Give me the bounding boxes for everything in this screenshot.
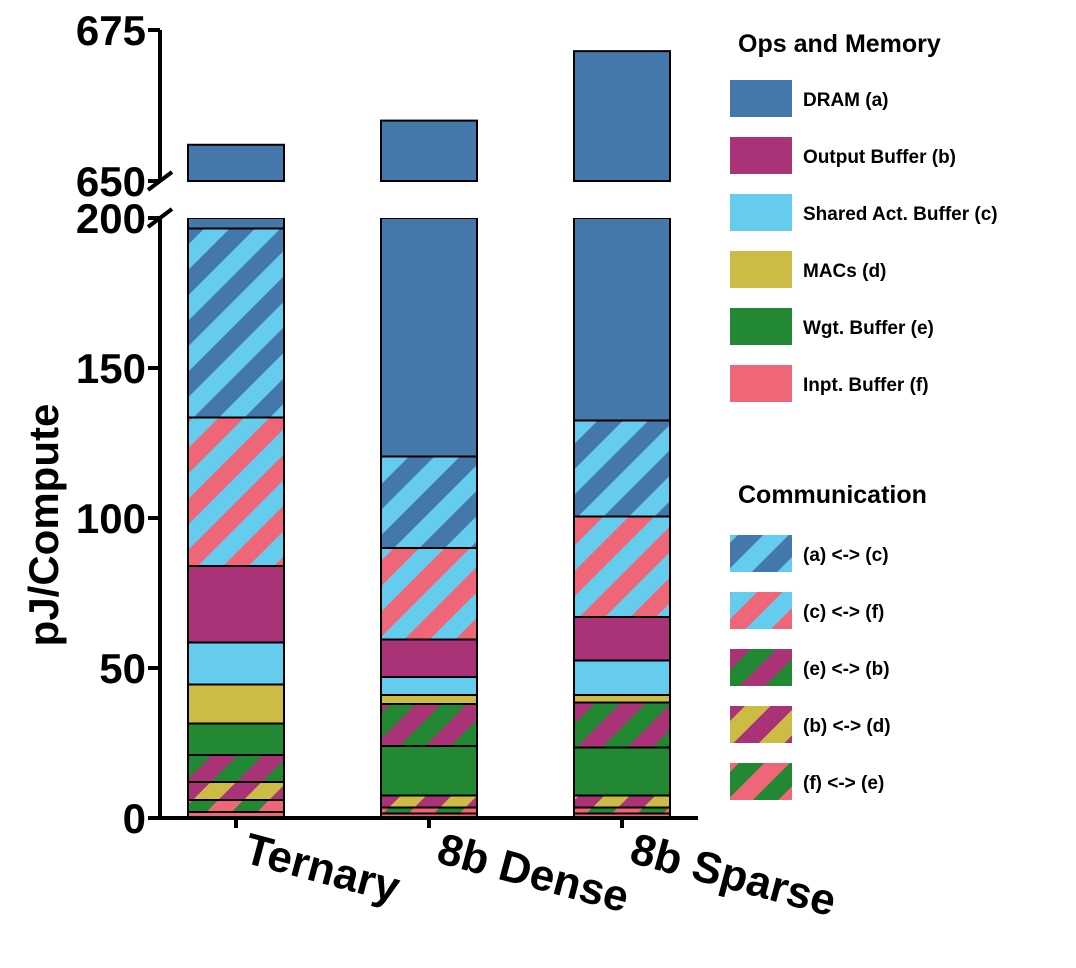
legend-label: (e) <-> (b) bbox=[803, 659, 890, 680]
bar-segment-8b-dense-a bbox=[380, 217, 478, 458]
bar-segment-8b-dense-cf bbox=[380, 547, 478, 641]
bar-segment-8b-sparse-e bbox=[573, 746, 671, 797]
y-tick-label: 650 bbox=[76, 158, 146, 205]
legend-swatch bbox=[730, 535, 792, 572]
y-tick-label: 200 bbox=[76, 195, 146, 242]
bar-segment-8b-dense-bd bbox=[380, 794, 478, 809]
bar-segment-8b-dense-e bbox=[380, 745, 478, 797]
bar-segment-ternary-bd bbox=[187, 781, 285, 801]
legend-label: (f) <-> (e) bbox=[803, 773, 884, 794]
legend-swatch bbox=[730, 194, 792, 231]
bar-segment-ternary-d bbox=[187, 683, 285, 725]
bar-segment-8b-dense-ac bbox=[380, 455, 478, 549]
bar-segment-8b-sparse-cf bbox=[573, 515, 671, 618]
legend-heading: Communication bbox=[738, 481, 927, 509]
legend-swatch bbox=[730, 137, 792, 174]
legend-swatch bbox=[730, 706, 792, 743]
legend-swatch bbox=[730, 592, 792, 629]
x-tick-label: 8b Dense bbox=[432, 824, 634, 922]
legend-heading: Ops and Memory bbox=[738, 30, 941, 58]
x-tick-label: 8b Sparse bbox=[625, 824, 841, 926]
y-tick-label: 150 bbox=[76, 345, 146, 392]
bar-segment-ternary-eb bbox=[187, 754, 285, 783]
bar-segment-8b-dense-a bbox=[380, 119, 478, 182]
axis-break-gap bbox=[170, 182, 700, 218]
legend-label: Shared Act. Buffer (c) bbox=[803, 204, 998, 225]
bar-segment-ternary-cf bbox=[187, 416, 285, 567]
legend-label: DRAM (a) bbox=[803, 90, 889, 111]
legend-swatch bbox=[730, 251, 792, 288]
legend-group: Ops and Memory DRAM (a) Output Buffer (b) S… bbox=[730, 30, 998, 800]
bar-segment-8b-dense-d bbox=[380, 694, 478, 705]
bar-segment-ternary-a bbox=[187, 143, 285, 182]
legend-swatch bbox=[730, 80, 792, 117]
y-axis-label: pJ/Compute bbox=[20, 404, 67, 647]
bar-segment-8b-sparse-bd bbox=[573, 794, 671, 809]
bar-segment-8b-sparse-c bbox=[573, 659, 671, 696]
bars-group bbox=[170, 50, 700, 819]
bar-segment-ternary-e bbox=[187, 722, 285, 756]
y-tick-label: 50 bbox=[99, 645, 146, 692]
bar-segment-8b-sparse-a bbox=[573, 50, 671, 182]
bar-segment-8b-dense-c bbox=[380, 676, 478, 696]
y-tick-label: 0 bbox=[123, 795, 146, 842]
legend-swatch bbox=[730, 365, 792, 402]
bar-segment-ternary-a bbox=[187, 217, 285, 230]
bar-segment-8b-sparse-b bbox=[573, 616, 671, 662]
legend-label: (c) <-> (f) bbox=[803, 602, 884, 623]
bar-segment-8b-sparse-eb2 bbox=[573, 701, 671, 749]
bar-segment-ternary-c bbox=[187, 641, 285, 686]
bar-segment-ternary-ac bbox=[187, 227, 285, 419]
y-tick-label: 100 bbox=[76, 495, 146, 542]
x-tick-label: Ternary bbox=[239, 824, 405, 912]
legend-swatch bbox=[730, 308, 792, 345]
legend-label: MACs (d) bbox=[803, 261, 886, 282]
legend-swatch bbox=[730, 649, 792, 686]
bar-segment-8b-dense-b bbox=[380, 638, 478, 678]
legend-label: Inpt. Buffer (f) bbox=[803, 375, 929, 396]
bar-segment-8b-dense-eb2 bbox=[380, 703, 478, 747]
bar-segment-8b-sparse-d bbox=[573, 694, 671, 704]
bar-segment-8b-sparse-ac bbox=[573, 419, 671, 518]
legend-swatch bbox=[730, 763, 792, 800]
legend-label: Wgt. Buffer (e) bbox=[803, 318, 934, 339]
bar-segment-8b-sparse-a bbox=[573, 217, 671, 422]
legend-label: (a) <-> (c) bbox=[803, 545, 889, 566]
bar-segment-ternary-fe bbox=[187, 799, 285, 813]
legend-label: (b) <-> (d) bbox=[803, 716, 891, 737]
bar-segment-ternary-b bbox=[187, 565, 285, 644]
y-tick-label: 675 bbox=[76, 7, 146, 54]
legend-label: Output Buffer (b) bbox=[803, 147, 956, 168]
